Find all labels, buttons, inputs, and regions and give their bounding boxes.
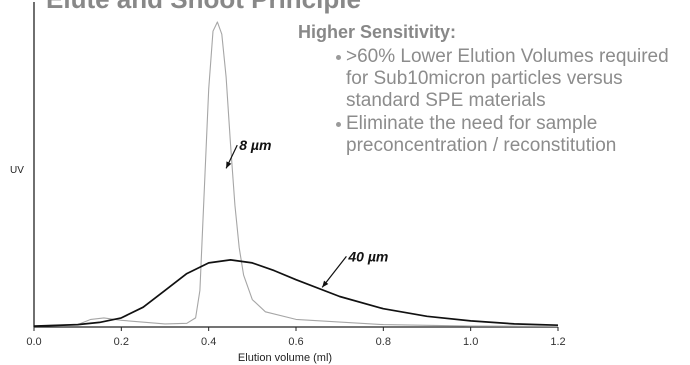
bullet-text: >60% Lower Elution Volumes required for … <box>346 46 669 111</box>
slide-title: Elute and Shoot Principle <box>46 0 361 15</box>
y-axis-label: UV <box>10 165 24 176</box>
x-tick-label: 1.2 <box>550 336 565 348</box>
text-panel: Higher Sensitivity: >60% Lower Elution V… <box>298 22 688 157</box>
bullet-item: Eliminate the need for sample preconcent… <box>336 113 688 157</box>
x-tick-label: 0.0 <box>26 336 41 348</box>
bullet-text: Eliminate the need for sample preconcent… <box>346 113 617 156</box>
annotation-label: 40 µm <box>347 248 388 264</box>
annotation-arrow-head <box>226 161 232 169</box>
series-line-8um <box>33 21 559 327</box>
bullets-heading: Higher Sensitivity: <box>298 22 457 42</box>
x-tick-label: 0.2 <box>114 336 129 348</box>
annotation-arrow-head <box>322 280 329 288</box>
bullet-item: >60% Lower Elution Volumes required for … <box>336 46 688 112</box>
x-tick-label: 0.4 <box>201 336 216 348</box>
x-axis-label: Elution volume (ml) <box>238 352 332 364</box>
bullet-list: >60% Lower Elution Volumes required for … <box>298 46 688 157</box>
bullet-dot-icon <box>336 122 341 127</box>
bullet-dot-icon <box>336 55 341 60</box>
annotation-arrow-line <box>321 256 347 288</box>
x-tick-label: 1.0 <box>463 336 478 348</box>
x-tick-label: 0.6 <box>288 336 303 348</box>
x-tick-label: 0.8 <box>376 336 391 348</box>
series-line-40um <box>33 259 559 327</box>
plot-area: 0.0 0.2 0.4 0.6 0.8 1.0 1.2 8 µm 40 µm <box>26 2 566 348</box>
annotation-label: 8 µm <box>239 137 271 153</box>
